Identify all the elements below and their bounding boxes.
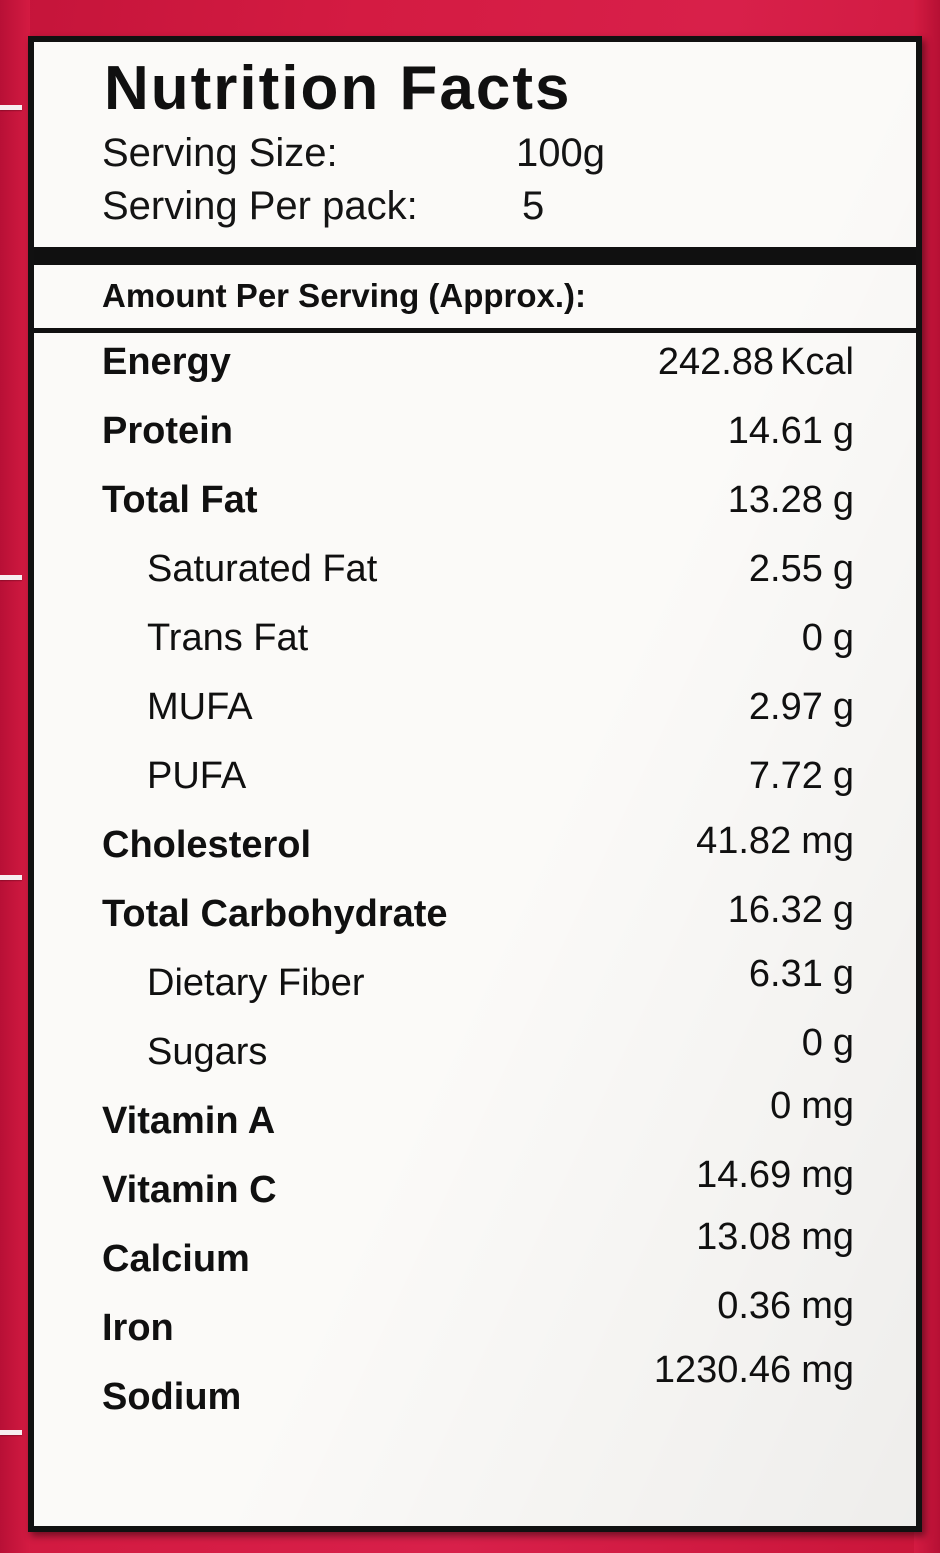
nutrient-row: Trans Fat 0 g (34, 617, 916, 686)
nutrient-value: 242.88 Kcal (658, 341, 854, 384)
nutrition-facts-panel: Nutrition Facts Serving Size: 100g Servi… (28, 36, 922, 1532)
nutrient-unit: mg (801, 1215, 854, 1258)
serving-size-label: Serving Size: (102, 131, 338, 176)
nutrient-unit: g (832, 685, 854, 728)
nutrient-name: Saturated Fat (147, 547, 378, 590)
nutrient-row: Vitamin A 0 mg (34, 1085, 916, 1169)
nutrient-value: 14.61 g (728, 410, 854, 453)
nutrient-amount: 242.88 (657, 340, 775, 383)
nutrient-row: Energy 242.88 Kcal (34, 341, 916, 410)
nutrient-value: 0 mg (770, 1085, 854, 1128)
package-edge-notch (0, 575, 22, 580)
nutrient-unit: mg (801, 1084, 854, 1127)
nutrient-name: Iron (102, 1306, 174, 1349)
nutrient-name: Sodium (102, 1375, 242, 1418)
nutrient-unit: g (832, 888, 854, 931)
nutrient-name: MUFA (147, 685, 253, 728)
nutrient-value: 13.28 g (728, 479, 854, 522)
amount-divider-rule (34, 327, 916, 333)
serving-per-pack-label: Serving Per pack: (102, 183, 418, 228)
nutrient-row: Sodium 1230.46 mg (34, 1349, 916, 1445)
nutrient-name: Cholesterol (102, 823, 312, 866)
nutrient-amount: 0.36 (717, 1284, 792, 1327)
nutrient-amount: 16.32 (727, 888, 823, 931)
nutrient-name: Dietary Fiber (147, 961, 365, 1004)
nutrient-unit: g (832, 1021, 854, 1064)
nutrient-unit: g (832, 616, 854, 659)
nutrient-amount: 13.28 (727, 478, 823, 521)
nutrient-row: Iron 0.36 mg (34, 1285, 916, 1376)
nutrient-amount: 0 (770, 1084, 792, 1127)
nutrient-amount: 13.08 (696, 1215, 792, 1258)
nutrient-unit: g (832, 754, 854, 797)
nutrient-value: 16.32 g (728, 889, 854, 932)
package-edge-notch (0, 875, 22, 880)
nutrient-amount: 7.72 (748, 754, 823, 797)
nutrient-name: Trans Fat (147, 616, 309, 659)
nutrient-value: 13.08 mg (696, 1216, 854, 1259)
nutrient-row: PUFA 7.72 g (34, 755, 916, 824)
nutrient-unit: mg (801, 1284, 854, 1327)
nutrient-unit: g (832, 409, 854, 452)
nutrient-amount: 2.55 (748, 547, 823, 590)
header-divider-bar (34, 246, 916, 265)
nutrient-name: Sugars (147, 1030, 268, 1073)
nutrient-unit: Kcal (780, 340, 854, 383)
nutrient-row: Sugars 0 g (34, 1022, 916, 1100)
nutrient-row: Saturated Fat 2.55 g (34, 548, 916, 617)
serving-size-value: 100g (516, 131, 605, 176)
nutrient-value: 41.82 mg (696, 820, 854, 863)
nutrient-unit: mg (801, 1153, 854, 1196)
nutrient-amount: 6.31 (748, 952, 823, 995)
package-edge-notch (0, 105, 22, 110)
nutrient-unit: g (832, 952, 854, 995)
nutrient-amount: 0 (801, 1021, 823, 1064)
package-left-shading (0, 0, 30, 1553)
nutrient-unit: g (832, 478, 854, 521)
amount-per-serving-heading: Amount Per Serving (Approx.): (102, 276, 587, 314)
label-header: Nutrition Facts Serving Size: 100g Servi… (34, 42, 916, 239)
nutrient-value: 0.36 mg (717, 1285, 854, 1328)
page-title: Nutrition Facts (104, 54, 572, 123)
nutrient-amount: 41.82 (696, 819, 792, 862)
nutrient-amount: 1230.46 (653, 1348, 792, 1391)
serving-per-pack-value: 5 (522, 183, 545, 228)
nutrient-name: Vitamin A (102, 1099, 276, 1142)
nutrient-unit: mg (801, 819, 854, 862)
nutrient-value: 14.69 mg (696, 1154, 854, 1197)
nutrient-amount: 0 (801, 616, 823, 659)
nutrient-name: Vitamin C (102, 1168, 277, 1211)
nutrient-value: 2.55 g (749, 548, 854, 591)
nutrient-row: MUFA 2.97 g (34, 686, 916, 755)
serving-per-pack-row: Serving Per pack: 5 (34, 180, 916, 233)
nutrient-name: Energy (102, 340, 231, 383)
nutrient-row: Calcium 13.08 mg (34, 1216, 916, 1307)
nutrient-amount: 14.69 (696, 1153, 792, 1196)
nutrient-value: 2.97 g (749, 686, 854, 729)
nutrient-name: Total Carbohydrate (102, 892, 448, 935)
nutrient-name: Total Fat (102, 478, 258, 521)
nutrient-value: 1230.46 mg (654, 1349, 854, 1392)
nutrient-value: 7.72 g (749, 755, 854, 798)
nutrient-table: Energy 242.88 Kcal Protein 14.61 g Total Fat 13… (34, 333, 916, 1445)
nutrient-amount: 14.61 (727, 409, 823, 452)
nutrient-name: Protein (102, 409, 233, 452)
nutrient-unit: mg (801, 1348, 854, 1391)
nutrient-row: Total Carbohydrate 16.32 g (34, 889, 916, 962)
nutrient-name: PUFA (147, 754, 247, 797)
nutrient-amount: 2.97 (748, 685, 823, 728)
nutrient-name: Calcium (102, 1237, 250, 1280)
nutrient-row: Cholesterol 41.82 mg (34, 820, 916, 893)
package-edge-notch (0, 1430, 22, 1435)
nutrient-row: Vitamin C 14.69 mg (34, 1154, 916, 1238)
nutrient-row: Dietary Fiber 6.31 g (34, 953, 916, 1031)
nutrient-row: Protein 14.61 g (34, 410, 916, 479)
serving-size-row: Serving Size: 100g (34, 127, 916, 180)
nutrient-value: 6.31 g (749, 953, 854, 996)
nutrient-row: Total Fat 13.28 g (34, 479, 916, 548)
nutrient-unit: g (832, 547, 854, 590)
